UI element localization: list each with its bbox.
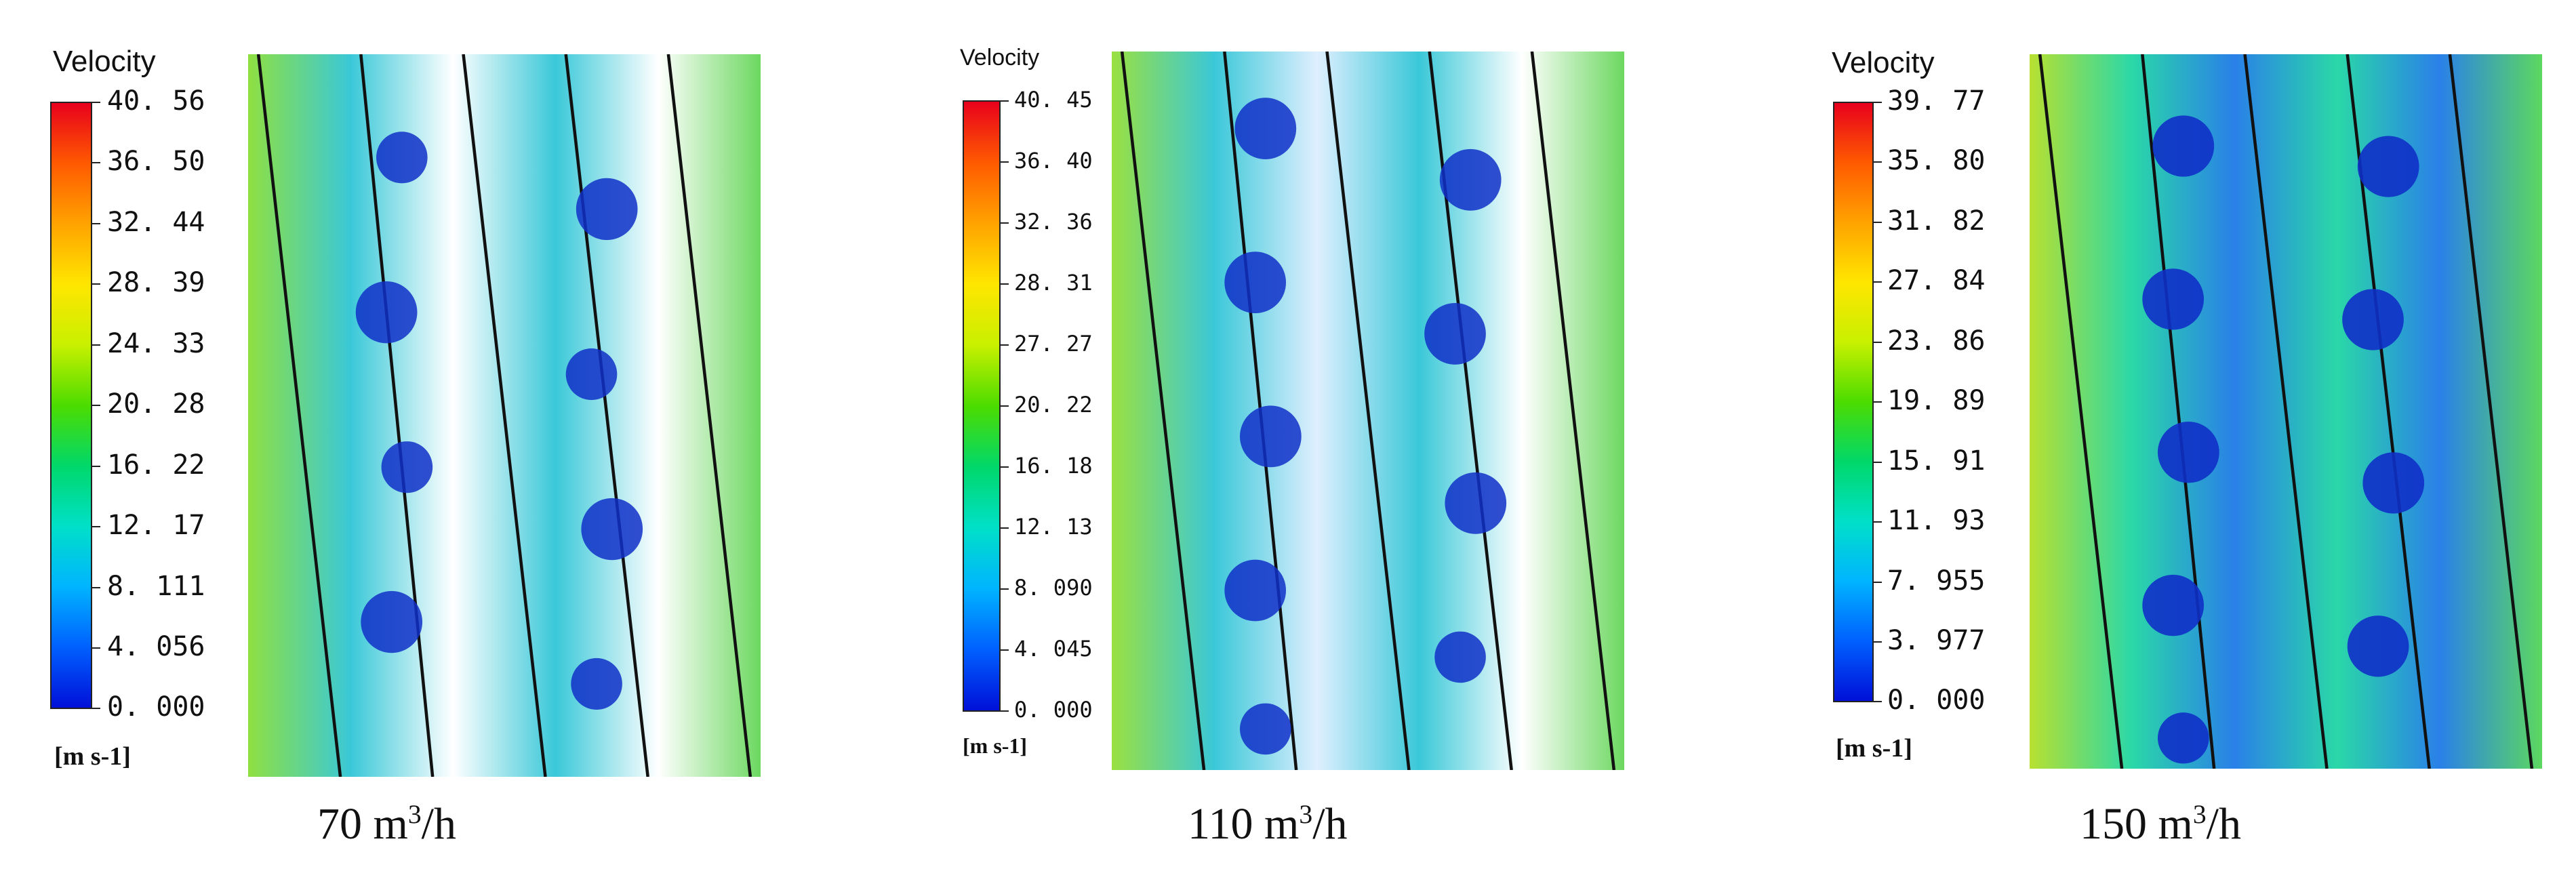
tick-mark — [1874, 582, 1882, 583]
tick-mark — [92, 466, 100, 467]
tick-label: 31. 82 — [1887, 205, 1986, 237]
tick-label: 16. 18 — [1014, 453, 1093, 479]
tick-label: 28. 39 — [107, 267, 205, 298]
color-bar — [963, 100, 1001, 712]
streamline-pattern — [2030, 54, 2542, 769]
tick-mark — [1001, 649, 1009, 651]
tick-label: 27. 27 — [1014, 331, 1093, 357]
legend-title: Velocity — [1832, 46, 1935, 79]
flow-rate-caption: 150 m3/h — [2080, 799, 2241, 850]
tick-mark — [1874, 641, 1882, 643]
unit-label: [m s-1] — [1836, 734, 1912, 763]
tick-label: 20. 28 — [107, 388, 205, 420]
tick-label: 23. 86 — [1887, 325, 1986, 357]
tick-mark — [1874, 102, 1882, 103]
tick-label: 4. 056 — [107, 631, 205, 662]
tick-mark — [92, 283, 100, 285]
caption-value: 70 m — [317, 799, 408, 849]
tick-mark — [1001, 344, 1009, 346]
tick-mark — [92, 102, 100, 103]
tick-label: 24. 33 — [107, 328, 205, 359]
tick-label: 28. 31 — [1014, 270, 1093, 296]
tick-label: 15. 91 — [1887, 445, 1986, 477]
flow-rate-caption: 70 m3/h — [317, 799, 456, 850]
tick-label: 32. 36 — [1014, 209, 1093, 235]
tick-mark — [1874, 281, 1882, 283]
tick-label: 7. 955 — [1887, 565, 1986, 597]
panel-150: Velocity 39. 77 35. 80 31. 82 27. 84 23.… — [1817, 0, 2569, 869]
caption-value: 150 m — [2080, 799, 2193, 849]
tick-label: 11. 93 — [1887, 505, 1986, 536]
streamline-pattern — [248, 54, 761, 777]
tick-label: 8. 111 — [107, 571, 205, 602]
tick-label: 0. 000 — [107, 691, 205, 723]
caption-exponent: 3 — [407, 799, 422, 829]
tick-mark — [92, 587, 100, 588]
tick-mark — [92, 708, 100, 709]
tick-label: 16. 22 — [107, 449, 205, 481]
tick-label: 40. 56 — [107, 85, 205, 117]
tick-mark — [1001, 588, 1009, 590]
streamline-pattern — [1112, 52, 1624, 770]
tick-label: 4. 045 — [1014, 636, 1093, 662]
tick-mark — [1001, 466, 1009, 468]
tick-mark — [1001, 161, 1009, 163]
tick-mark — [1874, 521, 1882, 523]
tick-mark — [1001, 527, 1009, 529]
tick-label: 39. 77 — [1887, 85, 1986, 117]
unit-label: [m s-1] — [54, 742, 131, 771]
tick-label: 19. 89 — [1887, 385, 1986, 416]
color-bar — [1833, 102, 1874, 702]
tick-mark — [92, 647, 100, 649]
tick-label: 0. 000 — [1887, 685, 1986, 716]
tick-label: 0. 000 — [1014, 697, 1093, 723]
tick-label: 12. 17 — [107, 510, 205, 541]
legend-title: Velocity — [960, 45, 1040, 70]
tick-label: 32. 44 — [107, 207, 205, 238]
tick-mark — [1001, 710, 1009, 712]
tick-label: 36. 40 — [1014, 148, 1093, 174]
caption-exponent: 3 — [1299, 799, 1313, 829]
tick-mark — [1874, 222, 1882, 223]
tick-mark — [1874, 462, 1882, 463]
panel-70: Velocity 40. 56 36. 50 32. 44 28. 39 24.… — [0, 0, 854, 869]
caption-unit: /h — [1312, 799, 1348, 849]
unit-label: [m s-1] — [963, 733, 1028, 758]
tick-label: 8. 090 — [1014, 575, 1093, 601]
tick-mark — [1874, 701, 1882, 702]
tick-mark — [1874, 161, 1882, 163]
tick-mark — [1001, 100, 1009, 102]
streamline-image — [248, 54, 761, 777]
tick-label: 3. 977 — [1887, 625, 1986, 656]
tick-mark — [92, 405, 100, 406]
caption-unit: /h — [421, 799, 456, 849]
caption-exponent: 3 — [2192, 799, 2207, 829]
tick-mark — [92, 223, 100, 224]
tick-mark — [1001, 283, 1009, 285]
tick-mark — [1001, 405, 1009, 407]
tick-mark — [1874, 342, 1882, 343]
panel-110: Velocity 40. 45 36. 40 32. 36 28. 31 27.… — [949, 0, 1695, 869]
tick-mark — [1874, 401, 1882, 403]
tick-label: 12. 13 — [1014, 514, 1093, 540]
tick-label: 35. 80 — [1887, 145, 1986, 176]
tick-label: 40. 45 — [1014, 87, 1093, 113]
caption-value: 110 m — [1188, 799, 1300, 849]
tick-mark — [92, 162, 100, 163]
tick-mark — [92, 344, 100, 346]
caption-unit: /h — [2206, 799, 2241, 849]
tick-label: 20. 22 — [1014, 392, 1093, 418]
tick-mark — [92, 526, 100, 527]
tick-mark — [1001, 222, 1009, 224]
flow-rate-caption: 110 m3/h — [1188, 799, 1348, 850]
tick-label: 36. 50 — [107, 146, 205, 177]
streamline-image — [2030, 54, 2542, 769]
color-bar — [50, 102, 92, 709]
tick-label: 27. 84 — [1887, 265, 1986, 296]
legend-title: Velocity — [53, 45, 156, 78]
streamline-image — [1112, 52, 1624, 770]
